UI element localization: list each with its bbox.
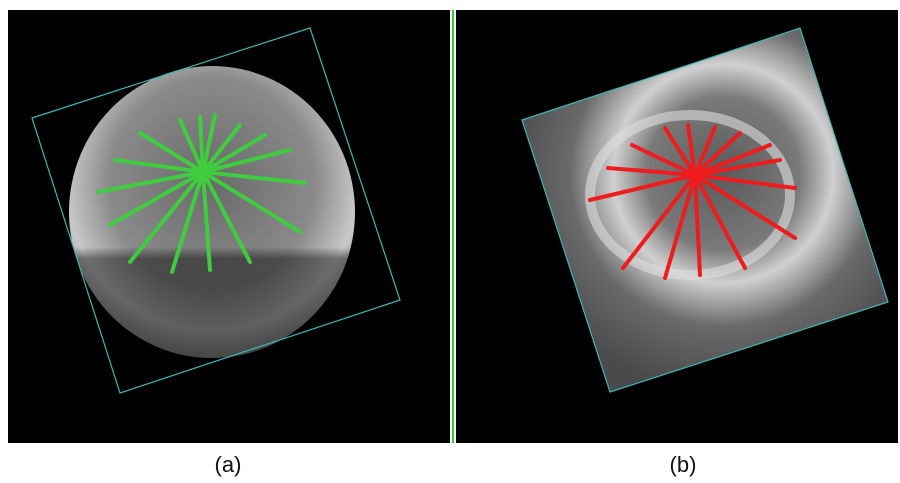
panel-label: (a): [215, 452, 242, 477]
panel-label: (b): [670, 452, 697, 477]
ultrasound-shadow: [69, 66, 355, 358]
figure: (a) (b): [0, 0, 900, 483]
page: (a) (b) (() => { const data = JSON.parse…: [0, 0, 900, 483]
